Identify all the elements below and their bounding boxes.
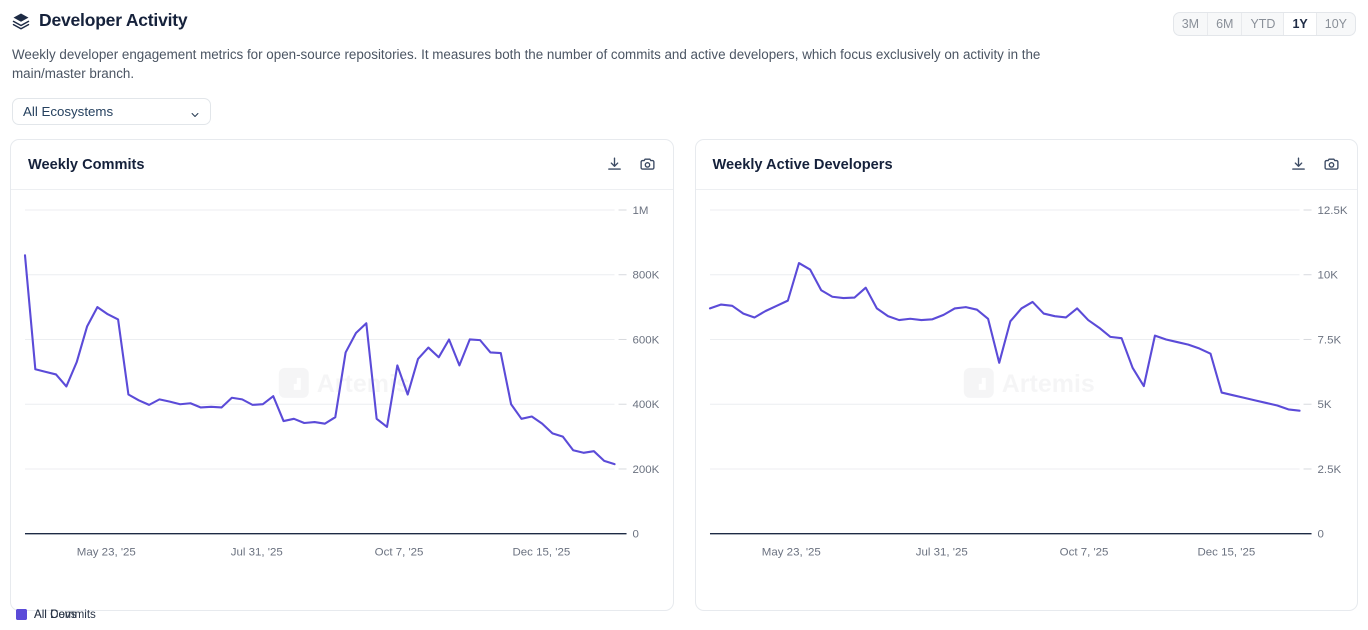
svg-text:800K: 800K bbox=[633, 270, 660, 282]
camera-icon[interactable] bbox=[1323, 156, 1340, 173]
card-weekly-active-developers: Weekly Active Developers bbox=[16, 139, 1358, 621]
svg-text:600K: 600K bbox=[633, 335, 660, 347]
range-btn-ytd[interactable]: YTD bbox=[1241, 13, 1283, 35]
range-btn-6m[interactable]: 6M bbox=[1207, 13, 1241, 35]
line-chart-weekly-active-developers: 12.5K 10K 7.5K 5K 2.5K 0 Artemis May 23, '25 Jul… bbox=[708, 205, 1347, 559]
page-header: Developer Activity 3M 6M YTD 1Y 10Y bbox=[0, 0, 1368, 36]
card-title: Weekly Commits bbox=[28, 156, 145, 173]
svg-text:2.5K: 2.5K bbox=[1317, 464, 1341, 476]
chevron-down-icon bbox=[190, 107, 200, 117]
svg-text:Artemis: Artemis bbox=[1001, 370, 1094, 398]
svg-text:10K: 10K bbox=[1317, 270, 1338, 282]
svg-text:200K: 200K bbox=[633, 464, 660, 476]
card-weekly-commits: Weekly Commits bbox=[10, 139, 674, 621]
svg-text:May 23, '25: May 23, '25 bbox=[761, 547, 820, 559]
svg-text:Dec 15, '25: Dec 15, '25 bbox=[512, 547, 570, 559]
time-range-selector[interactable]: 3M 6M YTD 1Y 10Y bbox=[1172, 12, 1356, 36]
ecosystem-select-label: All Ecosystems bbox=[23, 104, 114, 119]
range-btn-3m[interactable]: 3M bbox=[1174, 13, 1207, 35]
svg-text:0: 0 bbox=[1317, 529, 1323, 541]
svg-text:Jul 31, '25: Jul 31, '25 bbox=[231, 547, 283, 559]
svg-text:12.5K: 12.5K bbox=[1317, 205, 1347, 217]
filter-row: All Ecosystems bbox=[0, 83, 1368, 125]
card-header: Weekly Commits bbox=[11, 140, 673, 191]
card-actions bbox=[1290, 156, 1340, 173]
page-description: Weekly developer engagement metrics for … bbox=[12, 47, 1041, 81]
card-header: Weekly Active Developers bbox=[695, 140, 1357, 191]
chart-area-commits: 1M 800K 600K 400K 200K 0 Artemis May 23, '25 Jul… bbox=[11, 190, 673, 610]
svg-text:Jul 31, '25: Jul 31, '25 bbox=[915, 547, 967, 559]
range-btn-10y[interactable]: 10Y bbox=[1315, 13, 1355, 35]
chart-area-developers: 12.5K 10K 7.5K 5K 2.5K 0 Artemis May 23, '25 Jul… bbox=[696, 190, 1358, 610]
svg-text:7.5K: 7.5K bbox=[1317, 335, 1341, 347]
ecosystem-select[interactable]: All Ecosystems bbox=[12, 98, 211, 125]
svg-text:Dec 15, '25: Dec 15, '25 bbox=[1197, 547, 1255, 559]
svg-text:Oct 7, '25: Oct 7, '25 bbox=[1059, 547, 1108, 559]
range-btn-1y[interactable]: 1Y bbox=[1283, 13, 1316, 35]
svg-text:0: 0 bbox=[633, 529, 639, 541]
svg-text:May 23, '25: May 23, '25 bbox=[77, 547, 136, 559]
download-icon[interactable] bbox=[1290, 156, 1307, 173]
card-title: Weekly Active Developers bbox=[712, 156, 893, 173]
svg-text:400K: 400K bbox=[633, 400, 660, 412]
svg-text:1M: 1M bbox=[633, 205, 649, 217]
download-icon[interactable] bbox=[606, 156, 623, 173]
svg-text:Oct 7, '25: Oct 7, '25 bbox=[375, 547, 424, 559]
charts-container: Weekly Commits bbox=[0, 125, 1368, 621]
legend-label: All Commits bbox=[34, 608, 96, 621]
card-actions bbox=[606, 156, 656, 173]
camera-icon[interactable] bbox=[639, 156, 656, 173]
layers-icon bbox=[12, 12, 30, 30]
title-block: Developer Activity bbox=[12, 10, 188, 31]
svg-text:5K: 5K bbox=[1317, 400, 1331, 412]
page-title: Developer Activity bbox=[39, 10, 188, 30]
